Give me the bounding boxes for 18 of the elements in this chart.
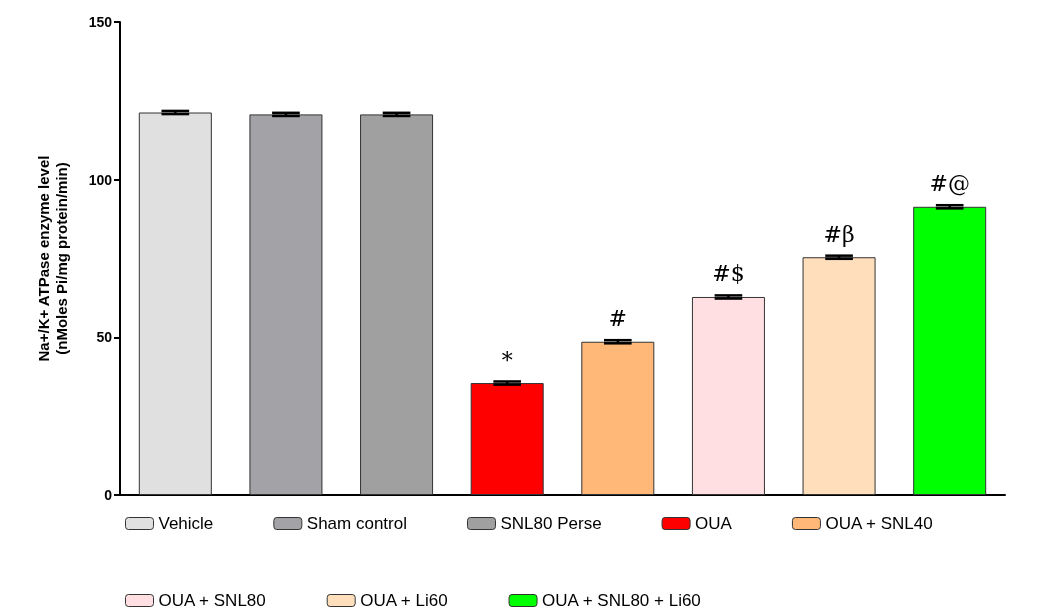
legend-label: SNL80 Perse — [500, 514, 602, 533]
data-label: #$ — [712, 261, 745, 287]
data-label: # — [608, 306, 628, 332]
legend-label: OUA + SNL80 — [158, 591, 266, 610]
data-label: * — [501, 347, 513, 373]
data-label: #β — [823, 221, 855, 247]
y-tick-label: 0 — [104, 487, 113, 503]
legend-label: Sham control — [306, 514, 407, 533]
legend-label: Vehicle — [158, 514, 214, 533]
y-tick-label: 50 — [96, 329, 113, 346]
legend-label: OUA + Li60 — [360, 591, 448, 610]
y-axis-title: Na+/K+ ATPase enzyme level (nMoles Pi/mg protein/min) — [34, 155, 70, 362]
legend-label: OUA + SNL80 + Li60 — [542, 591, 701, 610]
legend-label: OUA + SNL40 — [825, 514, 933, 533]
y-tick-label: 100 — [88, 171, 113, 188]
legend-label: OUA — [695, 514, 733, 533]
data-label: #@ — [929, 171, 970, 197]
y-tick-label: 150 — [88, 14, 113, 30]
